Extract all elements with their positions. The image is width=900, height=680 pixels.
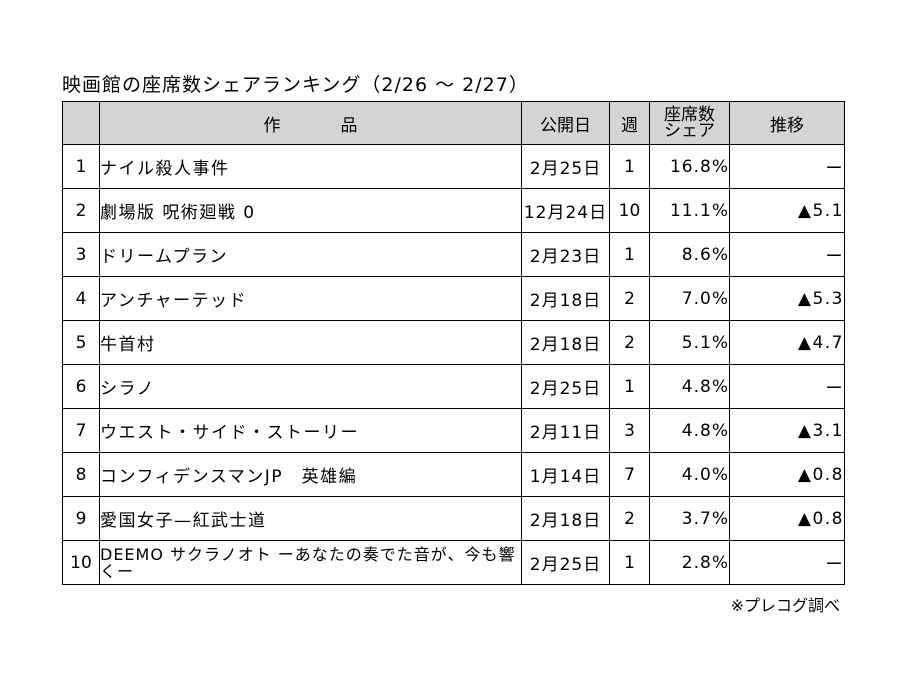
weeks-cell: 1: [609, 232, 650, 277]
share-cell: 4.8%: [649, 408, 730, 453]
rank-cell: 5: [62, 320, 100, 365]
release-cell: 1月14日: [521, 452, 610, 497]
table-row: 4 アンチャーテッド 2月18日 2 7.0% ▲5.3: [62, 276, 845, 321]
table-row: 10 DEEMO サクラノオト ーあなたの奏でた音が、今も響くー 2月25日 1…: [62, 540, 845, 585]
title-cell: シラノ: [99, 364, 522, 409]
title-cell: ドリームプラン: [99, 232, 522, 277]
share-cell: 3.7%: [649, 496, 730, 541]
rank-cell: 6: [62, 364, 100, 409]
rank-cell: 3: [62, 232, 100, 277]
trend-cell: ー: [729, 232, 845, 277]
release-cell: 2月23日: [521, 232, 610, 277]
trend-cell: ▲0.8: [729, 496, 845, 541]
rank-cell: 7: [62, 408, 100, 453]
share-cell: 4.0%: [649, 452, 730, 497]
header-rank: [62, 101, 100, 145]
ranking-table: 作品 公開日 週 座席数 シェア 推移 1 ナイル殺人事件 2月25日 1 16…: [62, 101, 845, 585]
title-cell: 劇場版 呪術廻戦 0: [99, 188, 522, 233]
title-cell: コンフィデンスマンJP 英雄編: [99, 452, 522, 497]
release-cell: 2月11日: [521, 408, 610, 453]
weeks-cell: 2: [609, 496, 650, 541]
header-row: 作品 公開日 週 座席数 シェア 推移: [62, 101, 845, 145]
release-cell: 12月24日: [521, 188, 610, 233]
rank-cell: 2: [62, 188, 100, 233]
table-row: 3 ドリームプラン 2月23日 1 8.6% ー: [62, 232, 845, 277]
table-row: 6 シラノ 2月25日 1 4.8% ー: [62, 364, 845, 409]
release-cell: 2月18日: [521, 320, 610, 365]
header-share: 座席数 シェア: [649, 101, 730, 145]
share-cell: 2.8%: [649, 540, 730, 585]
share-cell: 5.1%: [649, 320, 730, 365]
header-weeks: 週: [609, 101, 650, 145]
trend-cell: ▲4.7: [729, 320, 845, 365]
share-cell: 7.0%: [649, 276, 730, 321]
weeks-cell: 7: [609, 452, 650, 497]
title-cell: 愛国女子—紅武士道: [99, 496, 522, 541]
trend-cell: ー: [729, 540, 845, 585]
trend-cell: ー: [729, 364, 845, 409]
weeks-cell: 1: [609, 540, 650, 585]
weeks-cell: 1: [609, 144, 650, 189]
share-cell: 11.1%: [649, 188, 730, 233]
share-cell: 4.8%: [649, 364, 730, 409]
rank-cell: 1: [62, 144, 100, 189]
rank-cell: 9: [62, 496, 100, 541]
header-share-line2: シェア: [664, 121, 715, 141]
trend-cell: ▲0.8: [729, 452, 845, 497]
table-row: 9 愛国女子—紅武士道 2月18日 2 3.7% ▲0.8: [62, 496, 845, 541]
weeks-cell: 1: [609, 364, 650, 409]
title-cell: ウエスト・サイド・ストーリー: [99, 408, 522, 453]
table-row: 5 牛首村 2月18日 2 5.1% ▲4.7: [62, 320, 845, 365]
source-note: ※プレコグ調べ: [730, 596, 840, 615]
header-title: 作品: [99, 101, 522, 145]
weeks-cell: 3: [609, 408, 650, 453]
release-cell: 2月18日: [521, 496, 610, 541]
trend-cell: ー: [729, 144, 845, 189]
weeks-cell: 10: [609, 188, 650, 233]
rank-cell: 8: [62, 452, 100, 497]
rank-cell: 10: [62, 540, 100, 585]
rank-cell: 4: [62, 276, 100, 321]
trend-cell: ▲3.1: [729, 408, 845, 453]
share-cell: 16.8%: [649, 144, 730, 189]
release-cell: 2月25日: [521, 364, 610, 409]
weeks-cell: 2: [609, 320, 650, 365]
release-cell: 2月25日: [521, 144, 610, 189]
release-cell: 2月25日: [521, 540, 610, 585]
title-cell: ナイル殺人事件: [99, 144, 522, 189]
header-share-line1: 座席数: [664, 105, 715, 125]
trend-cell: ▲5.1: [729, 188, 845, 233]
header-trend: 推移: [729, 101, 845, 145]
table-row: 8 コンフィデンスマンJP 英雄編 1月14日 7 4.0% ▲0.8: [62, 452, 845, 497]
title-cell: 牛首村: [99, 320, 522, 365]
share-cell: 8.6%: [649, 232, 730, 277]
title-cell: アンチャーテッド: [99, 276, 522, 321]
title-cell: DEEMO サクラノオト ーあなたの奏でた音が、今も響くー: [99, 540, 522, 585]
table-row: 7 ウエスト・サイド・ストーリー 2月11日 3 4.8% ▲3.1: [62, 408, 845, 453]
table-row: 1 ナイル殺人事件 2月25日 1 16.8% ー: [62, 144, 845, 189]
release-cell: 2月18日: [521, 276, 610, 321]
header-release: 公開日: [521, 101, 610, 145]
trend-cell: ▲5.3: [729, 276, 845, 321]
table-row: 2 劇場版 呪術廻戦 0 12月24日 10 11.1% ▲5.1: [62, 188, 845, 233]
page-title: 映画館の座席数シェアランキング（2/26 〜 2/27）: [62, 74, 529, 96]
weeks-cell: 2: [609, 276, 650, 321]
